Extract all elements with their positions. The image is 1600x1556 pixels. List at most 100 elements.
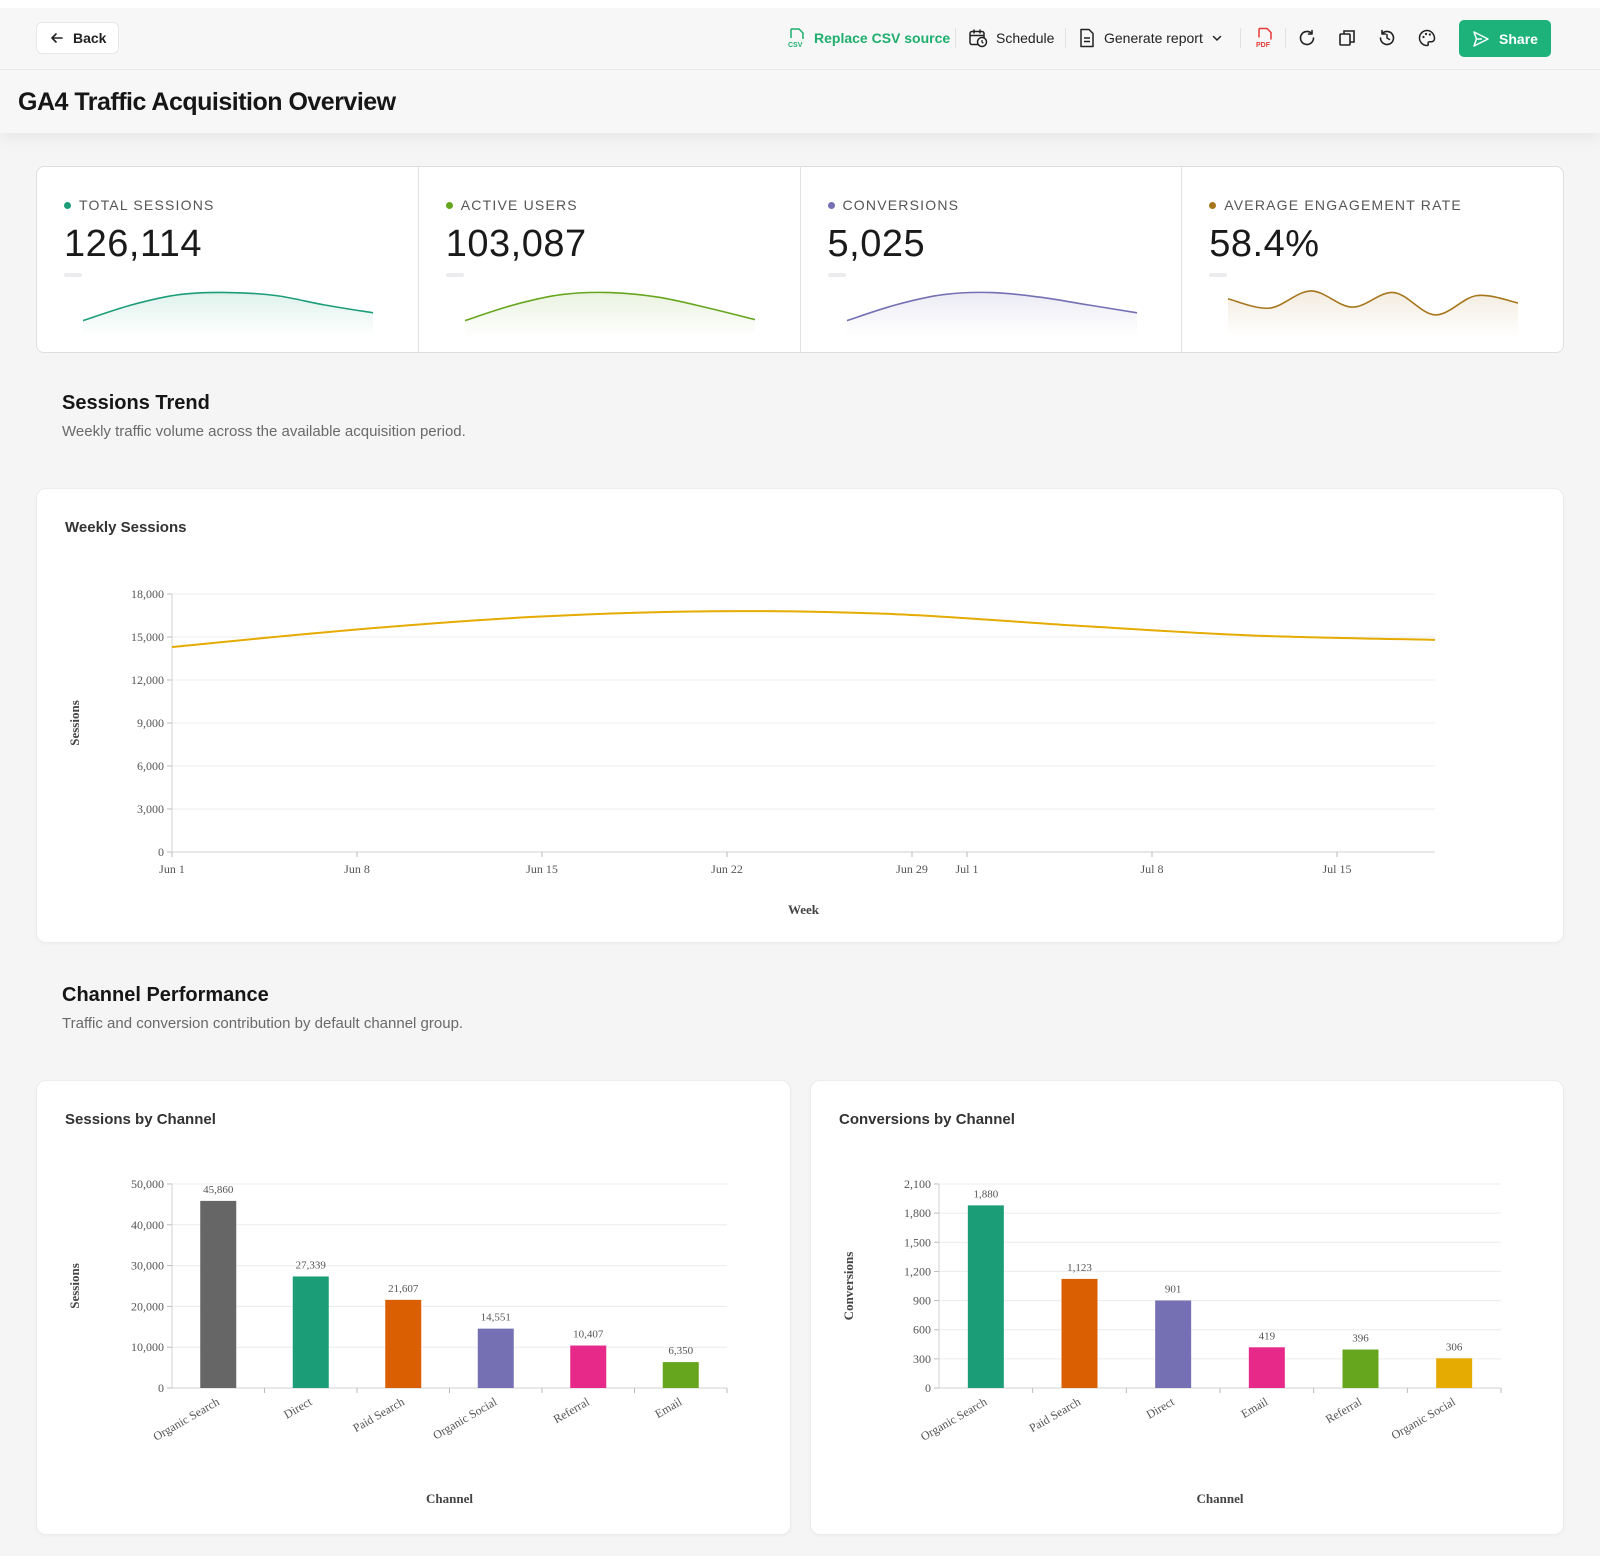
data-label: 10,407 xyxy=(573,1329,604,1341)
y-tick-label: 9,000 xyxy=(137,716,164,730)
y-tick-label: 900 xyxy=(913,1294,931,1308)
y-tick-label: 600 xyxy=(913,1323,931,1337)
sparkline-area xyxy=(846,292,1137,337)
data-label: 1,123 xyxy=(1067,1262,1092,1274)
generate-report-button[interactable]: Generate report xyxy=(1078,26,1223,50)
section-subtitle-channel: Traffic and conversion contribution by d… xyxy=(62,1015,464,1032)
data-label: 21,607 xyxy=(388,1283,419,1295)
toolbar-divider xyxy=(1285,28,1286,48)
data-label: 14,551 xyxy=(481,1312,511,1324)
series-line xyxy=(171,610,1436,649)
y-axis-title: Conversions xyxy=(841,1252,856,1321)
toolbar-divider xyxy=(955,28,956,48)
export-pdf-button[interactable]: PDF xyxy=(1252,25,1278,51)
x-tick-label: Email xyxy=(652,1394,684,1421)
x-tick-label: Jun 29 xyxy=(896,862,928,876)
bar xyxy=(662,1362,699,1388)
bar xyxy=(200,1200,237,1388)
x-tick-label: Paid Search xyxy=(1027,1394,1083,1435)
bar xyxy=(1342,1349,1379,1388)
sparkline-line xyxy=(1228,290,1519,316)
y-tick-label: 18,000 xyxy=(131,587,164,601)
replace-csv-label: Replace CSV source xyxy=(814,30,951,46)
sparkline-area xyxy=(83,292,373,337)
kpi-card: ACTIVE USERS 103,087 xyxy=(419,167,801,352)
bar xyxy=(292,1276,329,1388)
chevron-down-icon xyxy=(1212,35,1222,42)
kpi-label-text: CONVERSIONS xyxy=(842,197,960,213)
kpi-card: TOTAL SESSIONS 126,114 xyxy=(37,167,419,352)
y-tick-label: 10,000 xyxy=(131,1340,164,1354)
refresh-icon xyxy=(1299,29,1315,46)
kpi-delta-placeholder xyxy=(827,273,846,277)
kpi-dot xyxy=(827,201,835,209)
kpi-value: 58.4% xyxy=(1209,223,1320,265)
share-label: Share xyxy=(1499,30,1538,47)
bar xyxy=(477,1328,514,1388)
kpi-dot xyxy=(1209,201,1217,209)
schedule-label: Schedule xyxy=(996,30,1055,46)
y-tick-label: 50,000 xyxy=(131,1177,164,1191)
x-tick-label: Jul 8 xyxy=(1140,862,1163,876)
page-title: GA4 Traffic Acquisition Overview xyxy=(18,88,396,116)
palette-icon xyxy=(1418,29,1436,47)
share-button[interactable]: Share xyxy=(1459,20,1551,57)
arrow-left-icon xyxy=(51,33,63,43)
kpi-card: CONVERSIONS 5,025 xyxy=(801,167,1183,352)
conversions-by-channel-card: Conversions by Channel 0 300 600 900 1,200 1,… xyxy=(810,1080,1564,1535)
data-label: 6,350 xyxy=(668,1345,693,1357)
y-tick-label: 0 xyxy=(158,845,164,859)
schedule-button[interactable]: Schedule xyxy=(968,26,1054,50)
y-tick-label: 6,000 xyxy=(137,759,164,773)
y-axis-title: Sessions xyxy=(67,1263,82,1309)
x-tick-label: Paid Search xyxy=(350,1394,406,1435)
refresh-button[interactable] xyxy=(1294,25,1320,51)
sparkline-area xyxy=(1228,290,1519,337)
x-tick-label: Organic Social xyxy=(430,1394,499,1442)
svg-text:CSV: CSV xyxy=(788,42,803,48)
x-tick-label: Jun 15 xyxy=(526,862,558,876)
toolbar: Back CSV Replace CSV source Schedule Gen… xyxy=(0,8,1600,70)
x-tick-label: Jun 22 xyxy=(711,862,743,876)
x-tick-label: Jul 1 xyxy=(955,862,978,876)
y-tick-label: 15,000 xyxy=(131,630,164,644)
duplicate-button[interactable] xyxy=(1334,25,1360,51)
y-tick-label: 30,000 xyxy=(131,1259,164,1273)
sparkline-line xyxy=(464,291,755,322)
y-tick-label: 40,000 xyxy=(131,1218,164,1232)
x-axis-title: Channel xyxy=(426,1491,473,1506)
section-subtitle-trend: Weekly traffic volume across the availab… xyxy=(62,423,466,440)
sparkline-line xyxy=(846,291,1137,322)
kpi-sparkline xyxy=(1228,290,1519,337)
bar xyxy=(1248,1347,1285,1388)
data-label: 45,860 xyxy=(203,1184,234,1196)
bar xyxy=(1061,1278,1098,1388)
back-button[interactable]: Back xyxy=(36,22,120,54)
sessions-by-channel-card: Sessions by Channel 0 10,000 20,000 30,000 4… xyxy=(36,1080,791,1535)
x-tick-label: Jun 8 xyxy=(344,862,370,876)
kpi-value: 103,087 xyxy=(445,223,587,265)
y-tick-label: 2,100 xyxy=(904,1177,931,1191)
history-button[interactable] xyxy=(1374,25,1400,51)
document-icon xyxy=(1080,28,1094,48)
y-tick-label: 300 xyxy=(913,1352,931,1366)
generate-report-label: Generate report xyxy=(1104,30,1203,46)
bar xyxy=(570,1345,607,1388)
back-label: Back xyxy=(73,30,107,46)
theme-button[interactable] xyxy=(1414,25,1440,51)
kpi-label: CONVERSIONS xyxy=(827,197,960,213)
x-axis-title: Week xyxy=(788,902,820,917)
svg-text:PDF: PDF xyxy=(1256,42,1271,49)
kpi-card: AVERAGE ENGAGEMENT RATE 58.4% xyxy=(1182,167,1563,352)
bar xyxy=(385,1299,422,1388)
kpi-delta-placeholder xyxy=(1209,273,1228,277)
kpi-dot xyxy=(64,201,71,209)
y-tick-label: 0 xyxy=(158,1381,164,1395)
x-tick-label: Referral xyxy=(551,1394,593,1426)
top-header: Back CSV Replace CSV source Schedule Gen… xyxy=(0,0,1600,133)
sessions-by-channel-chart: 0 10,000 20,000 30,000 40,000 50,000 45,860 Org… xyxy=(67,1177,728,1506)
x-tick-label: Jun 1 xyxy=(159,862,185,876)
replace-csv-button[interactable]: CSV Replace CSV source xyxy=(788,26,950,50)
x-axis-title: Channel xyxy=(1197,1491,1244,1506)
data-label: 901 xyxy=(1165,1283,1182,1295)
